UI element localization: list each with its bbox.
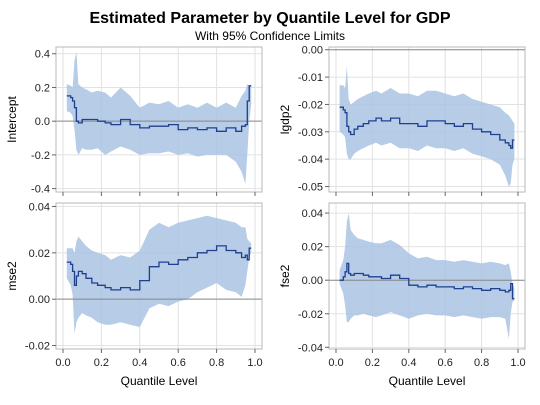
y-tick-label: -0.4 xyxy=(31,184,50,196)
y-axis-label: fse2 xyxy=(278,264,292,287)
y-tick-label: 0.0 xyxy=(35,116,50,128)
y-tick-label: 0.02 xyxy=(29,248,50,260)
estimate-line xyxy=(339,106,515,149)
x-tick-label: 0.8 xyxy=(474,357,489,369)
x-tick-label: 0.2 xyxy=(94,357,109,369)
y-tick-label: 0.04 xyxy=(302,208,323,220)
y-tick-label: 0.02 xyxy=(302,242,323,254)
y-tick-label: 0.00 xyxy=(302,275,323,287)
y-tick-label: -0.01 xyxy=(298,72,323,84)
y-axis-label: mse2 xyxy=(5,261,19,291)
plot-frame xyxy=(55,46,263,193)
x-tick-label: 0.4 xyxy=(132,357,147,369)
plot-frame xyxy=(55,202,263,350)
y-tick-label: -0.02 xyxy=(298,309,323,321)
panel-bottom-left: -0.02 0.00 0.02 0.04 0.0 0.2 0.4 0.6 0.8 1.0 mse2 Q… xyxy=(5,201,263,388)
panel-bottom-right: -0.04 -0.02 0.00 0.02 0.04 0.0 0.2 0.4 0.6 0.8 1.0… xyxy=(278,202,526,388)
y-tick-label: 0.00 xyxy=(29,294,50,306)
confidence-band xyxy=(339,213,515,339)
confidence-band xyxy=(66,52,252,184)
y-tick-label: -0.04 xyxy=(298,342,323,354)
estimate-line xyxy=(66,85,252,132)
plot-frame xyxy=(328,202,526,350)
y-tick-label: 0.00 xyxy=(302,45,323,57)
x-axis-label: Quantile Level xyxy=(389,374,466,388)
confidence-band xyxy=(66,215,252,334)
y-axis-label: Intercept xyxy=(5,95,19,142)
y-tick-label: -0.03 xyxy=(298,127,323,139)
x-tick-label: 0.8 xyxy=(209,357,224,369)
y-tick-label: -0.02 xyxy=(298,99,323,111)
x-axis-label: Quantile Level xyxy=(121,374,198,388)
y-axis-label: lgdp2 xyxy=(278,105,292,135)
x-tick-label: 1.0 xyxy=(510,357,525,369)
y-tick-label: -0.2 xyxy=(31,150,50,162)
x-tick-label: 0.4 xyxy=(401,357,416,369)
y-tick-label: -0.04 xyxy=(298,154,323,166)
y-tick-label: -0.05 xyxy=(298,182,323,194)
panel-top-left: -0.4 -0.2 0.0 0.2 0.4 Intercept xyxy=(5,46,263,196)
y-tick-label: 0.2 xyxy=(35,82,50,94)
x-tick-label: 0.6 xyxy=(171,357,186,369)
y-tick-label: -0.02 xyxy=(25,341,50,353)
chart-title: Estimated Parameter by Quantile Level fo… xyxy=(89,10,450,27)
x-tick-label: 0.2 xyxy=(365,357,380,369)
y-tick-label: 0.4 xyxy=(35,49,50,61)
y-tick-label: 0.04 xyxy=(29,201,50,213)
panel-top-right: -0.05 -0.04 -0.03 -0.02 -0.01 0.00 lgdp2 xyxy=(278,45,526,196)
estimate-line xyxy=(339,262,515,300)
plot-frame xyxy=(328,46,526,193)
chart-subtitle: With 95% Confidence Limits xyxy=(195,29,345,43)
x-tick-label: 0.0 xyxy=(55,357,70,369)
x-tick-label: 1.0 xyxy=(247,357,262,369)
estimate-line xyxy=(66,245,252,291)
x-tick-label: 0.6 xyxy=(438,357,453,369)
x-tick-label: 0.0 xyxy=(328,357,343,369)
panel-grid: -0.4-0.20.00.20.4Intercept-0.05-0.04-0.0… xyxy=(5,45,526,388)
